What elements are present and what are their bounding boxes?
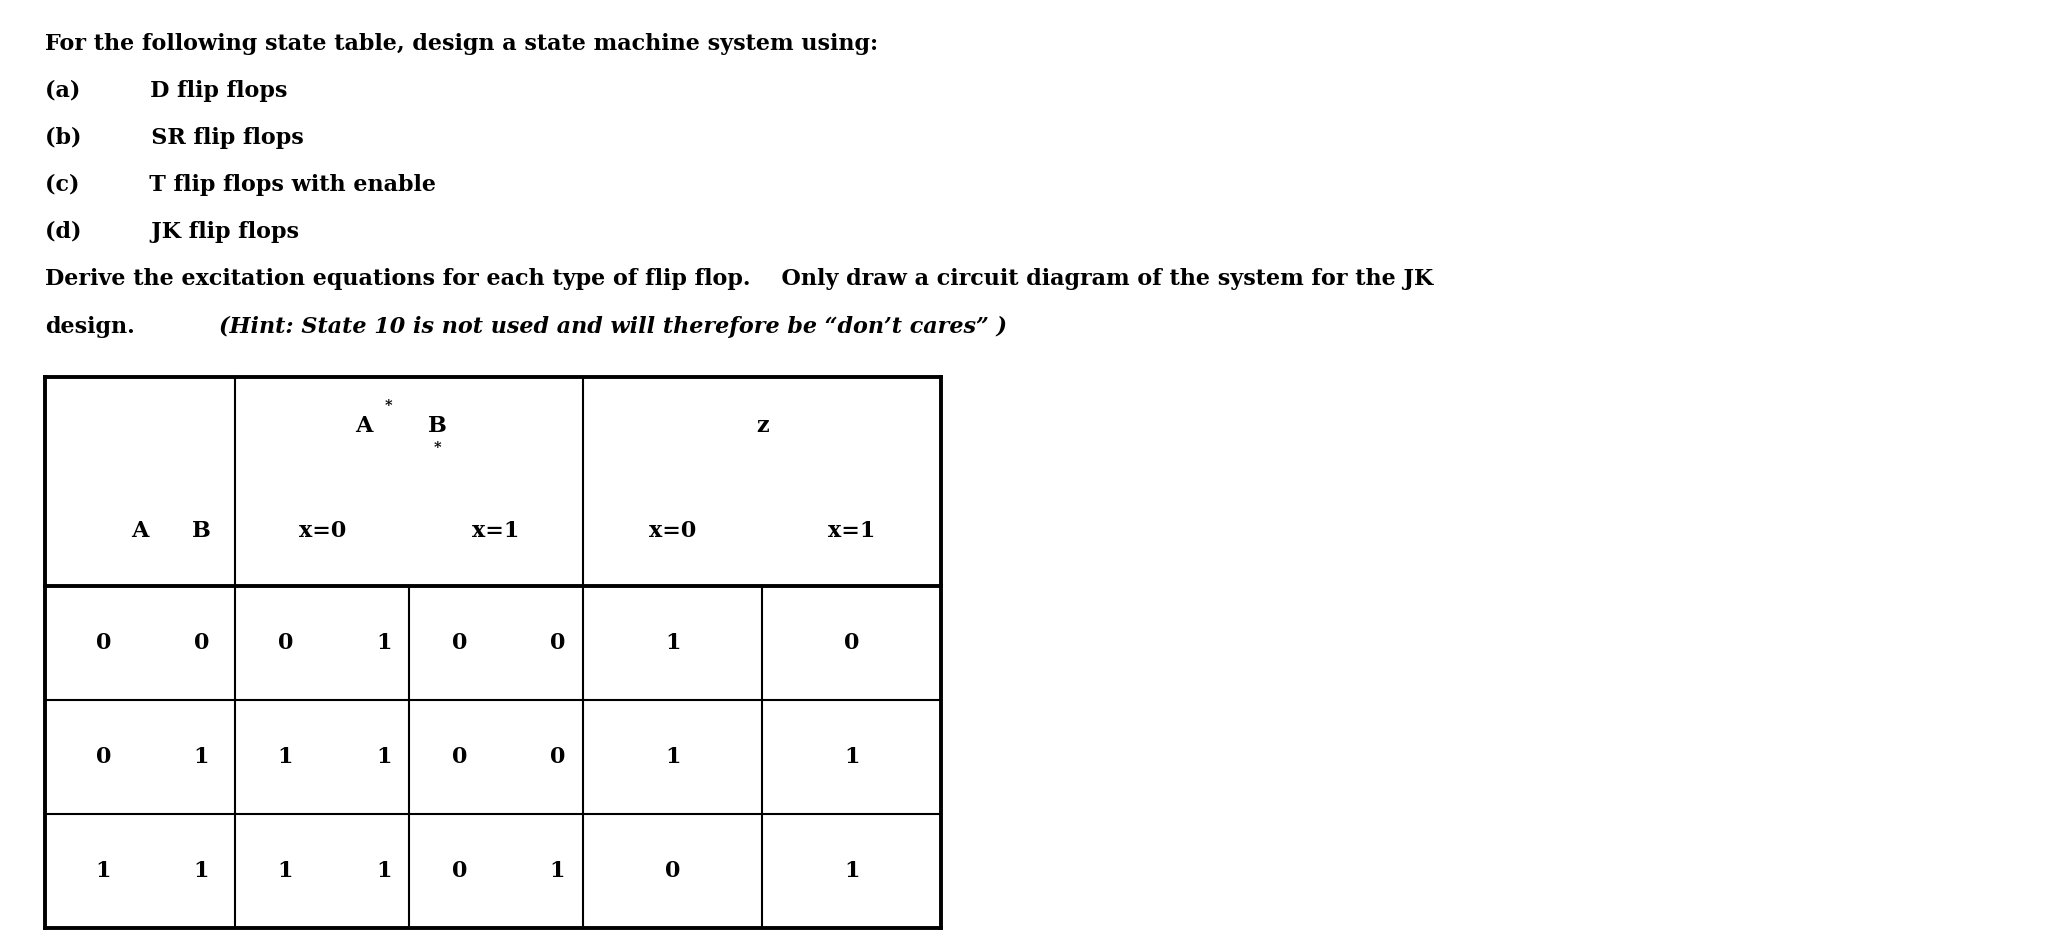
Text: 1: 1 xyxy=(194,746,209,768)
Text: 1: 1 xyxy=(665,746,681,768)
Text: 1: 1 xyxy=(96,860,110,882)
Text: *: * xyxy=(434,441,442,455)
Text: 1: 1 xyxy=(194,860,209,882)
Text: 0: 0 xyxy=(452,632,466,654)
Text: B: B xyxy=(428,415,448,437)
Text: Derive the excitation equations for each type of flip flop.    Only draw a circu: Derive the excitation equations for each… xyxy=(45,268,1434,290)
Text: x=0: x=0 xyxy=(649,520,696,542)
Text: 1: 1 xyxy=(278,746,293,768)
Text: 1: 1 xyxy=(376,632,391,654)
Text: *: * xyxy=(385,398,393,413)
Text: 1: 1 xyxy=(376,746,391,768)
Text: 1: 1 xyxy=(376,860,391,882)
Text: For the following state table, design a state machine system using:: For the following state table, design a … xyxy=(45,33,878,55)
Text: 1: 1 xyxy=(278,860,293,882)
Text: 0: 0 xyxy=(550,632,565,654)
Text: (d)         JK flip flops: (d) JK flip flops xyxy=(45,221,299,243)
Text: 0: 0 xyxy=(843,632,859,654)
Text: B: B xyxy=(192,520,211,542)
Text: z: z xyxy=(755,415,769,437)
Text: 1: 1 xyxy=(843,860,859,882)
Text: 0: 0 xyxy=(278,632,293,654)
Text: 1: 1 xyxy=(665,632,681,654)
Text: 1: 1 xyxy=(843,746,859,768)
Text: 0: 0 xyxy=(452,746,466,768)
Text: A: A xyxy=(131,520,149,542)
Text: (c)         T flip flops with enable: (c) T flip flops with enable xyxy=(45,174,436,196)
Text: 0: 0 xyxy=(96,632,110,654)
Text: (b)         SR flip flops: (b) SR flip flops xyxy=(45,127,303,149)
Text: design.: design. xyxy=(45,316,135,337)
Text: 0: 0 xyxy=(96,746,110,768)
Text: 0: 0 xyxy=(194,632,209,654)
Text: 0: 0 xyxy=(665,860,681,882)
Text: x=1: x=1 xyxy=(473,520,520,542)
Text: (a)         D flip flops: (a) D flip flops xyxy=(45,80,286,102)
Text: 0: 0 xyxy=(452,860,466,882)
Text: A: A xyxy=(356,415,372,437)
Text: 1: 1 xyxy=(550,860,565,882)
Text: x=1: x=1 xyxy=(829,520,876,542)
Text: (Hint: State 10 is not used and will therefore be “don’t cares” ): (Hint: State 10 is not used and will the… xyxy=(188,316,1007,337)
Text: 0: 0 xyxy=(550,746,565,768)
Text: x=0: x=0 xyxy=(299,520,346,542)
